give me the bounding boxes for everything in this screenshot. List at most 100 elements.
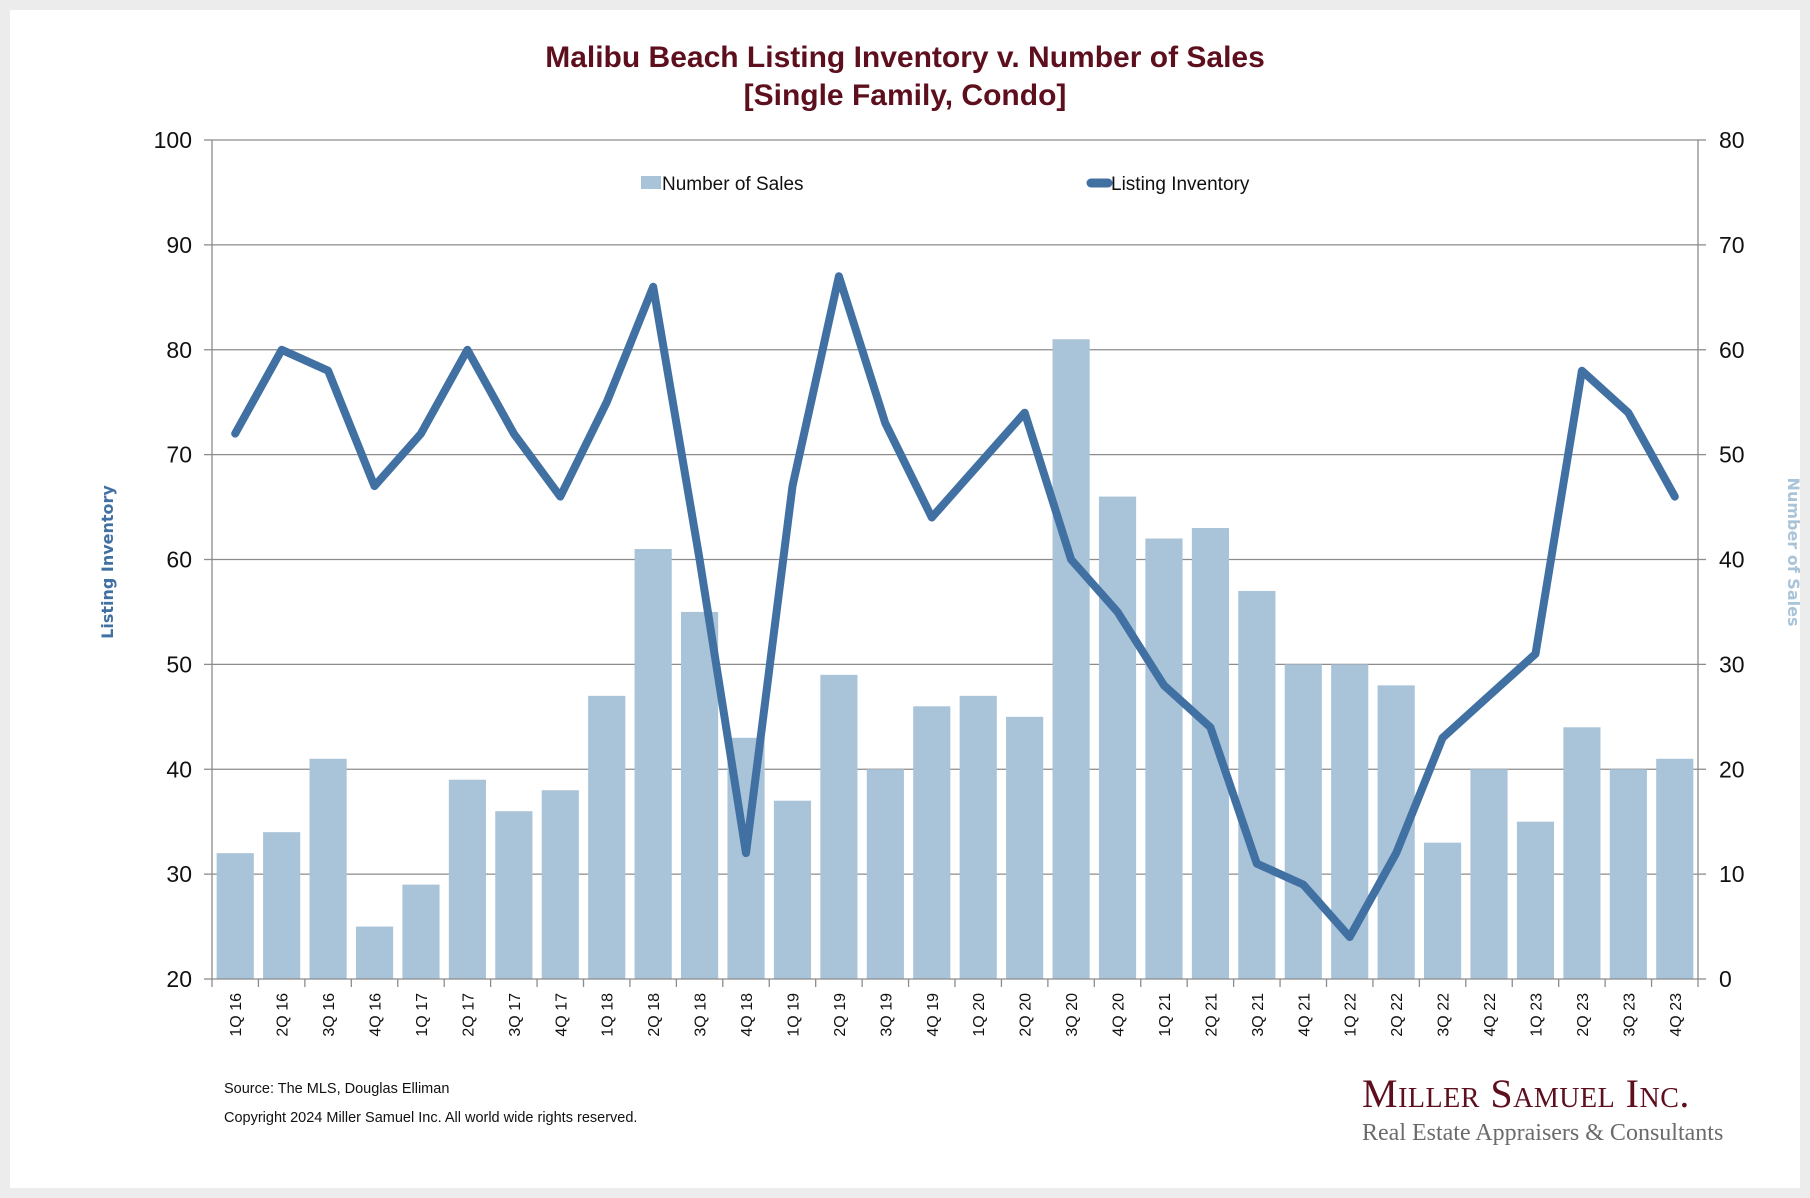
bar	[773, 800, 812, 979]
bar	[1284, 664, 1322, 979]
bar	[1470, 769, 1508, 979]
x-tick-label: 1Q 20	[971, 993, 988, 1037]
legend-label-listing-inventory: Listing Inventory	[1111, 174, 1250, 195]
right-tick-label: 50	[1719, 442, 1745, 468]
bar	[1098, 496, 1137, 979]
x-tick-label: 1Q 23	[1528, 993, 1545, 1037]
left-tick-label: 30	[166, 861, 192, 887]
bar	[1516, 821, 1555, 979]
left-tick-label: 60	[166, 547, 192, 573]
x-tick-label: 3Q 21	[1250, 993, 1267, 1037]
x-tick-label: 3Q 22	[1436, 993, 1453, 1037]
bar	[1609, 769, 1647, 979]
left-tick-label: 40	[166, 756, 192, 782]
left-tick-label: 90	[166, 232, 192, 258]
bar	[913, 706, 951, 979]
left-tick-label: 70	[166, 442, 192, 468]
right-tick-label: 30	[1719, 651, 1745, 677]
chart-card	[10, 10, 1800, 1188]
bar	[263, 832, 301, 979]
x-tick-label: 2Q 18	[646, 993, 663, 1037]
left-axis-title: Listing Inventory	[98, 485, 117, 639]
x-tick-label: 3Q 18	[693, 993, 710, 1037]
bar	[1656, 758, 1694, 979]
bar	[309, 758, 347, 979]
bar	[402, 884, 440, 979]
x-tick-label: 1Q 21	[1157, 993, 1174, 1037]
x-tick-label: 3Q 19	[878, 993, 895, 1037]
left-axis-ticks: 20 30 40 50 60 70 80 90 100	[154, 127, 212, 992]
legend: Number of Sales Listing Inventory	[641, 174, 1250, 195]
x-tick-label: 2Q 16	[275, 993, 292, 1037]
bar	[1052, 339, 1090, 979]
bar	[1424, 842, 1462, 979]
logo-name: Miller Samuel Inc.	[1362, 1071, 1690, 1116]
bar	[866, 769, 904, 979]
bar	[1006, 716, 1044, 979]
right-tick-label: 80	[1719, 127, 1745, 153]
bar	[448, 779, 486, 979]
x-tick-label: 2Q 20	[1018, 993, 1035, 1037]
chart-subtitle: [Single Family, Condo]	[743, 79, 1067, 112]
source-note: Source: The MLS, Douglas Elliman	[224, 1081, 450, 1097]
bar	[681, 611, 719, 979]
left-tick-label: 80	[166, 337, 192, 363]
x-tick-label: 4Q 23	[1668, 993, 1685, 1037]
left-tick-label: 50	[166, 651, 192, 677]
x-tick-label: 3Q 23	[1621, 993, 1638, 1037]
bar	[588, 695, 626, 979]
bar	[1377, 685, 1415, 979]
x-tick-label: 2Q 21	[1203, 993, 1220, 1037]
x-tick-label: 4Q 18	[739, 993, 756, 1037]
right-tick-label: 60	[1719, 337, 1745, 363]
x-tick-label: 1Q 22	[1343, 993, 1360, 1037]
line-path	[231, 272, 1679, 941]
copyright-note: Copyright 2024 Miller Samuel Inc. All wo…	[224, 1110, 638, 1126]
x-tick-label: 3Q 17	[507, 993, 524, 1037]
legend-label-number-of-sales: Number of Sales	[662, 174, 804, 195]
x-tick-label: 1Q 19	[785, 993, 802, 1037]
x-tick-label: 1Q 16	[228, 993, 245, 1037]
company-logo: Miller Samuel Inc. Real Estate Appraiser…	[1362, 1071, 1724, 1148]
x-tick-label: 4Q 19	[925, 993, 942, 1037]
right-tick-label: 40	[1719, 547, 1745, 573]
x-tick-label: 4Q 16	[368, 993, 385, 1037]
left-tick-label: 100	[154, 127, 192, 153]
bar	[1145, 538, 1183, 979]
x-tick-label: 3Q 16	[321, 993, 338, 1037]
bar	[634, 549, 672, 979]
bar	[1238, 590, 1276, 979]
bar	[355, 926, 394, 979]
gridlines	[212, 139, 1698, 875]
bar	[1563, 727, 1601, 979]
legend-swatch-number-of-sales	[641, 176, 661, 189]
bar	[495, 811, 533, 979]
right-tick-label: 10	[1719, 861, 1745, 887]
bar-series-number-of-sales	[216, 339, 1694, 979]
x-tick-label: 3Q 20	[1064, 993, 1081, 1037]
x-tick-label: 1Q 18	[600, 993, 617, 1037]
line-series-listing-inventory	[231, 272, 1679, 941]
right-axis-ticks: 0 10 20 30 40 50 60 70 80	[1698, 127, 1745, 992]
x-tick-label: 1Q 17	[414, 993, 431, 1037]
left-tick-label: 20	[166, 966, 192, 992]
right-axis-title: Number of Sales	[1784, 478, 1803, 627]
x-tick-label: 4Q 22	[1482, 993, 1499, 1037]
x-axis-labels: 1Q 16 2Q 16 3Q 16 4Q 16 1Q 17 2Q 17 3Q 17 4Q 17…	[228, 993, 1685, 1037]
x-tick-label: 2Q 17	[460, 993, 477, 1037]
x-tick-label: 4Q 21	[1296, 993, 1313, 1037]
bar	[216, 853, 254, 979]
right-tick-label: 20	[1719, 756, 1745, 782]
bar	[820, 674, 858, 979]
x-tick-label: 4Q 20	[1111, 993, 1128, 1037]
chart-title: Malibu Beach Listing Inventory v. Number…	[545, 41, 1265, 74]
right-tick-label: 0	[1719, 966, 1732, 992]
x-tick-label: 2Q 19	[832, 993, 849, 1037]
x-tick-label: 2Q 22	[1389, 993, 1406, 1037]
x-tick-label: 2Q 23	[1575, 993, 1592, 1037]
right-tick-label: 70	[1719, 232, 1745, 258]
logo-tagline: Real Estate Appraisers & Consultants	[1362, 1120, 1724, 1146]
bar	[541, 790, 579, 979]
bar	[959, 695, 997, 979]
